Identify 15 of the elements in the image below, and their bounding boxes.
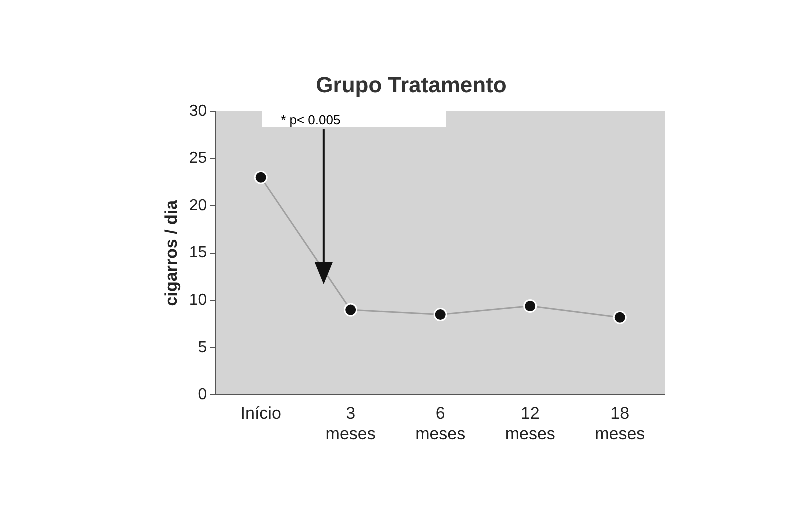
annotation: * p< 0.005: [281, 112, 341, 128]
chart-title: Grupo Tratamento: [316, 72, 507, 98]
x-tick-label: 18 meses: [595, 404, 646, 444]
y-tick-label: 25: [189, 150, 208, 168]
y-tick-label: 10: [189, 292, 208, 310]
y-tick-label: 15: [189, 244, 208, 262]
y-tick-label: 20: [189, 197, 208, 214]
y-tick-label: 0: [198, 386, 208, 404]
y-tick-label: 30: [189, 102, 208, 120]
x-tick-label: 12 meses: [505, 404, 556, 444]
y-axis-title: cigarros / dia: [162, 200, 181, 306]
y-tick-label: 5: [198, 339, 208, 356]
x-tick-label: 6 meses: [416, 404, 466, 444]
x-tick-label: 3 meses: [326, 404, 376, 444]
x-tick-label: Início: [240, 404, 282, 424]
